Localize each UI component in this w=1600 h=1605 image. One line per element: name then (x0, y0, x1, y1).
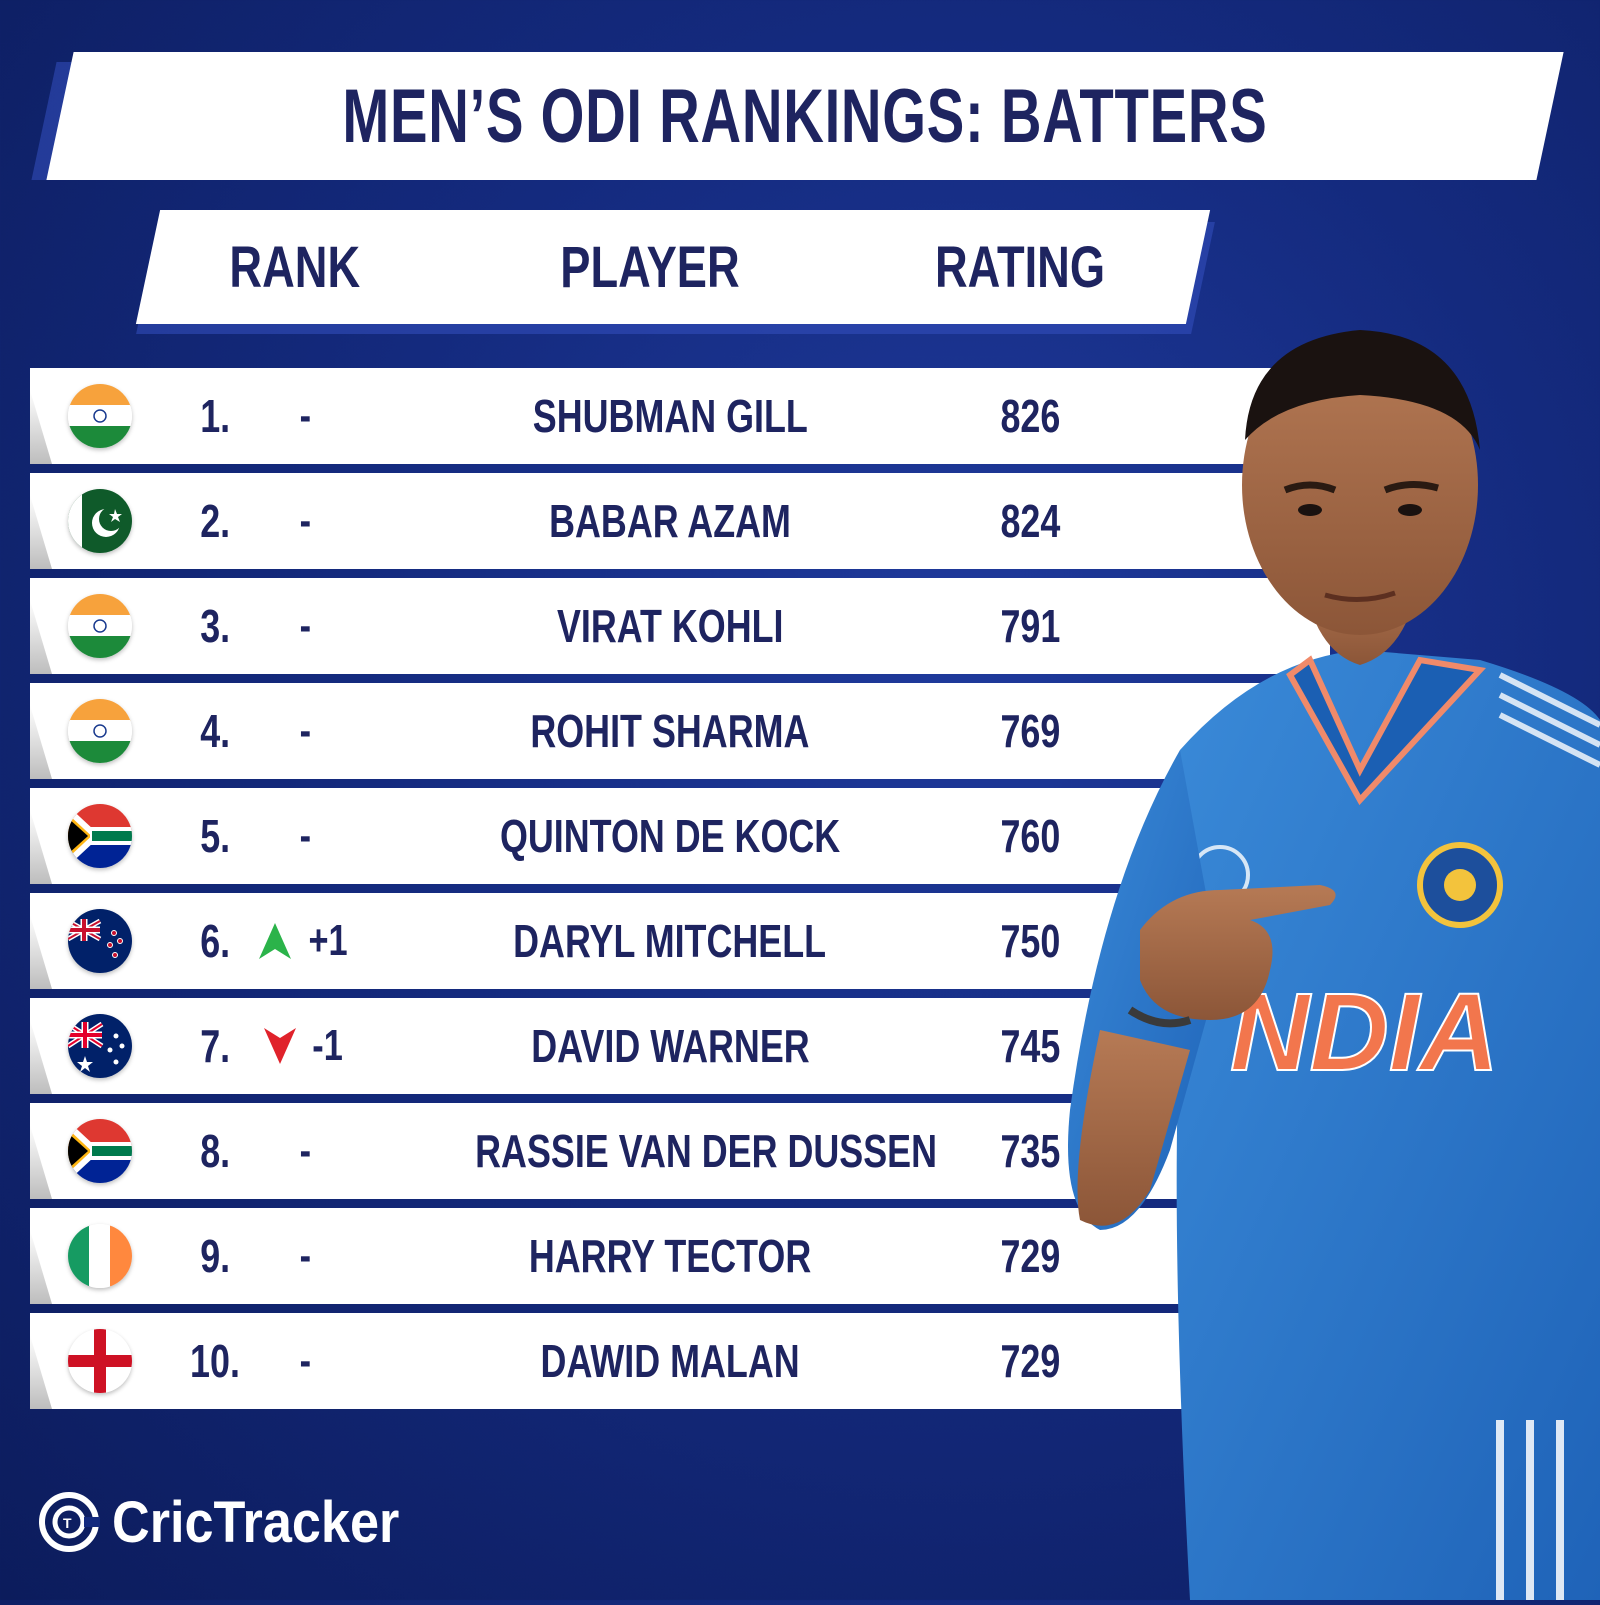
header-rating: RATING (934, 235, 1106, 300)
svg-text:T: T (63, 1515, 72, 1531)
header-player: PLAYER (560, 235, 740, 300)
rank-change: - (299, 1336, 311, 1385)
rank-number: 8. (200, 1125, 230, 1177)
new-zealand-flag-icon (68, 909, 132, 973)
player-name: VIRAT KOHLI (556, 600, 784, 652)
player-name: HARRY TECTOR (528, 1230, 812, 1282)
player-name: DAWID MALAN (540, 1335, 800, 1387)
player-name: SHUBMAN GILL (532, 390, 808, 442)
rank-change: - (299, 1126, 311, 1175)
table-row: 10. - DAWID MALAN 729 (30, 1313, 1330, 1409)
player-rating: 826 (1000, 390, 1060, 442)
up-arrow-icon (258, 923, 291, 959)
player-rating: 791 (1000, 600, 1060, 652)
table-row: 2. - BABAR AZAM 824 (30, 473, 1330, 569)
rank-number: 6. (200, 915, 230, 967)
south-africa-flag-icon (68, 1119, 132, 1183)
player-rating: 750 (1000, 915, 1060, 967)
brand-name: CricTracker (112, 1489, 400, 1555)
rank-number: 1. (200, 390, 230, 442)
ireland-flag-icon (68, 1224, 132, 1288)
rank-change: +1 (240, 911, 370, 971)
player-name: QUINTON DE KOCK (499, 810, 841, 862)
england-flag-icon (68, 1329, 132, 1393)
rank-number: 4. (200, 705, 230, 757)
rank-number: 5. (200, 810, 230, 862)
rank-change: - (299, 496, 311, 545)
player-name: DAVID WARNER (530, 1020, 810, 1072)
title-banner: MEN’S ODI RANKINGS: BATTERS (46, 52, 1564, 180)
table-row: 9. - HARRY TECTOR 729 (30, 1208, 1330, 1304)
player-rating: 769 (1000, 705, 1060, 757)
india-flag-icon (68, 699, 132, 763)
table-row: 4. - ROHIT SHARMA 769 (30, 683, 1330, 779)
pakistan-flag-icon (68, 489, 132, 553)
rank-change: - (299, 391, 311, 440)
table-row: 3. - VIRAT KOHLI 791 (30, 578, 1330, 674)
player-rating: 760 (1000, 810, 1060, 862)
player-rating: 729 (1000, 1230, 1060, 1282)
rank-number: 10. (190, 1335, 240, 1387)
crictracker-logo-icon: T (39, 1492, 100, 1552)
player-rating: 745 (1000, 1020, 1060, 1072)
brand-logo: T CricTracker (38, 1489, 431, 1555)
rank-number: 2. (200, 495, 230, 547)
rank-change: - (299, 601, 311, 650)
india-flag-icon (68, 594, 132, 658)
player-rating: 735 (1000, 1125, 1060, 1177)
player-name: DARYL MITCHELL (513, 915, 827, 967)
india-flag-icon (68, 384, 132, 448)
player-name: ROHIT SHARMA (530, 705, 810, 757)
header-rank: RANK (229, 235, 361, 300)
jersey-text: NDIA (1230, 971, 1499, 1094)
australia-flag-icon (68, 1014, 132, 1078)
player-name: BABAR AZAM (549, 495, 791, 547)
rank-change: - (299, 706, 311, 755)
south-africa-flag-icon (68, 804, 132, 868)
rank-change: - (299, 1231, 311, 1280)
page-title: MEN’S ODI RANKINGS: BATTERS (342, 73, 1268, 159)
player-photo: NDIA (1060, 330, 1600, 1600)
rank-number: 7. (200, 1020, 230, 1072)
table-row: 1. - SHUBMAN GILL 826 (30, 368, 1330, 464)
rank-change: -1 (240, 1016, 370, 1076)
table-row: 5. - QUINTON DE KOCK 760 (30, 788, 1330, 884)
rank-number: 3. (200, 600, 230, 652)
rank-number: 9. (200, 1230, 230, 1282)
player-rating: 729 (1000, 1335, 1060, 1387)
player-name: RASSIE VAN DER DUSSEN (475, 1125, 938, 1177)
player-rating: 824 (1000, 495, 1060, 547)
rank-change: - (299, 811, 311, 860)
down-arrow-icon (264, 1028, 297, 1064)
